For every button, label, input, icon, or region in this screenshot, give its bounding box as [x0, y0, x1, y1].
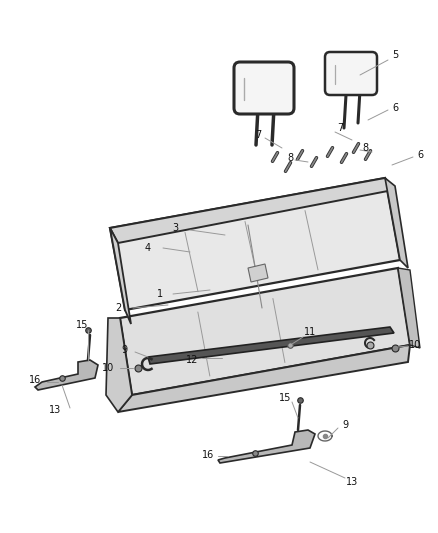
Polygon shape — [248, 264, 268, 282]
Text: 6: 6 — [417, 150, 423, 160]
Polygon shape — [110, 228, 131, 324]
Text: 2: 2 — [115, 303, 121, 313]
Text: 9: 9 — [121, 345, 127, 355]
Polygon shape — [106, 318, 132, 412]
Polygon shape — [110, 178, 400, 310]
Polygon shape — [148, 327, 394, 364]
Text: 4: 4 — [145, 243, 151, 253]
Text: 7: 7 — [337, 123, 343, 133]
Polygon shape — [35, 360, 98, 390]
Text: 6: 6 — [392, 103, 398, 113]
Text: 15: 15 — [76, 320, 88, 330]
Text: 8: 8 — [362, 143, 368, 153]
Polygon shape — [118, 345, 410, 412]
Polygon shape — [218, 430, 315, 463]
Text: 13: 13 — [346, 477, 358, 487]
Text: 9: 9 — [342, 420, 348, 430]
Text: 13: 13 — [49, 405, 61, 415]
Polygon shape — [110, 178, 393, 243]
FancyBboxPatch shape — [234, 62, 294, 114]
Text: 16: 16 — [29, 375, 41, 385]
Text: 8: 8 — [287, 153, 293, 163]
Text: 15: 15 — [279, 393, 291, 403]
Text: 1: 1 — [157, 289, 163, 299]
Text: 16: 16 — [202, 450, 214, 460]
Text: 11: 11 — [304, 327, 316, 337]
Text: 7: 7 — [255, 130, 261, 140]
Polygon shape — [385, 178, 408, 268]
Polygon shape — [398, 268, 420, 348]
Text: 5: 5 — [392, 50, 398, 60]
Text: 10: 10 — [102, 363, 114, 373]
Text: 3: 3 — [172, 223, 178, 233]
Text: 10: 10 — [409, 340, 421, 350]
Polygon shape — [120, 268, 410, 395]
Text: 12: 12 — [186, 355, 198, 365]
FancyBboxPatch shape — [325, 52, 377, 95]
